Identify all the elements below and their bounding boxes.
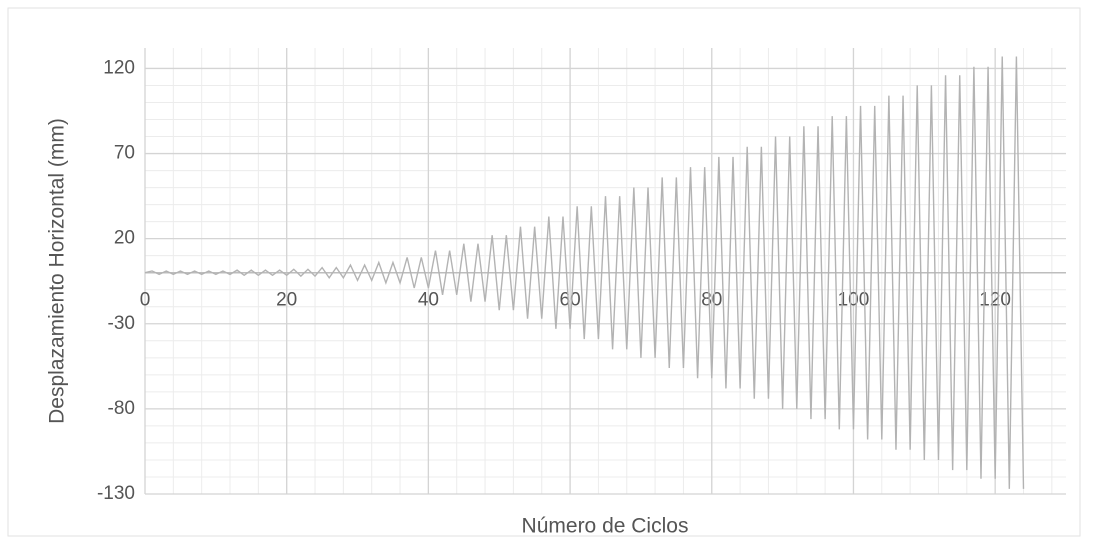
y-tick-label: -30 [108, 313, 135, 334]
x-tick-label: 100 [838, 290, 870, 311]
y-axis-label: Desplazamiento Horizontal (mm) [46, 118, 69, 424]
x-tick-label: 20 [276, 290, 297, 311]
x-tick-label: 80 [701, 290, 722, 311]
data-line [144, 56, 1025, 489]
x-tick-label: 120 [979, 290, 1011, 311]
y-tick-label: 70 [114, 143, 135, 164]
x-axis-label: Número de Ciclos [522, 515, 689, 538]
x-tick-label: 60 [560, 290, 581, 311]
y-tick-label: -80 [108, 398, 135, 419]
y-tick-label: -130 [97, 483, 135, 504]
x-tick-label: 0 [140, 290, 151, 311]
y-tick-label: 120 [103, 57, 135, 78]
x-tick-label: 40 [418, 290, 439, 311]
y-tick-label: 20 [114, 228, 135, 249]
